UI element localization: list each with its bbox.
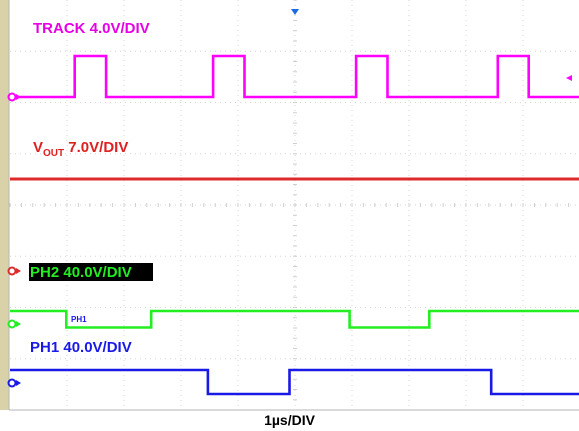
ground-marker-arrow bbox=[16, 94, 21, 100]
label-main: V bbox=[33, 139, 43, 156]
trace-ph2 bbox=[10, 309, 579, 329]
ground-marker-ring bbox=[7, 319, 17, 329]
label-background-ph2 bbox=[29, 263, 153, 281]
channel-markers bbox=[7, 92, 21, 388]
grid bbox=[9, 0, 579, 410]
trace-track bbox=[10, 54, 579, 99]
trigger-position-marker bbox=[291, 9, 299, 15]
trace-ph1 bbox=[10, 368, 579, 396]
ground-marker-arrow bbox=[16, 380, 21, 386]
left-bezel bbox=[0, 0, 9, 410]
label-subscript: OUT bbox=[43, 148, 64, 159]
ground-marker-arrow bbox=[16, 321, 21, 327]
ground-marker-vout bbox=[7, 266, 17, 276]
channel-label-ph1: PH1 40.0V/DIV bbox=[30, 339, 132, 356]
traces: PH1 bbox=[10, 54, 579, 396]
ph1-reference-marker: PH1 bbox=[71, 315, 87, 324]
ground-marker-ph2 bbox=[7, 319, 21, 329]
cursor-marker bbox=[566, 75, 572, 81]
channel-label-vout: VOUT 7.0V/DIV bbox=[33, 139, 128, 159]
ground-marker-ph1 bbox=[7, 378, 21, 388]
ground-marker-track bbox=[7, 92, 21, 102]
ground-marker-vout-arrow bbox=[16, 268, 21, 274]
channel-label-ph2: PH2 40.0V/DIV bbox=[30, 264, 132, 281]
ground-marker-ring bbox=[7, 378, 17, 388]
timebase-label: 1µs/DIV bbox=[264, 412, 315, 428]
channel-labels: TRACK 4.0V/DIV VOUT 7.0V/DIV PH2 40.0V/DIV… bbox=[29, 20, 153, 356]
ground-marker-ring bbox=[7, 92, 17, 102]
channel-label-track: TRACK 4.0V/DIV bbox=[33, 20, 150, 37]
label-scale: 7.0V/DIV bbox=[64, 139, 128, 156]
